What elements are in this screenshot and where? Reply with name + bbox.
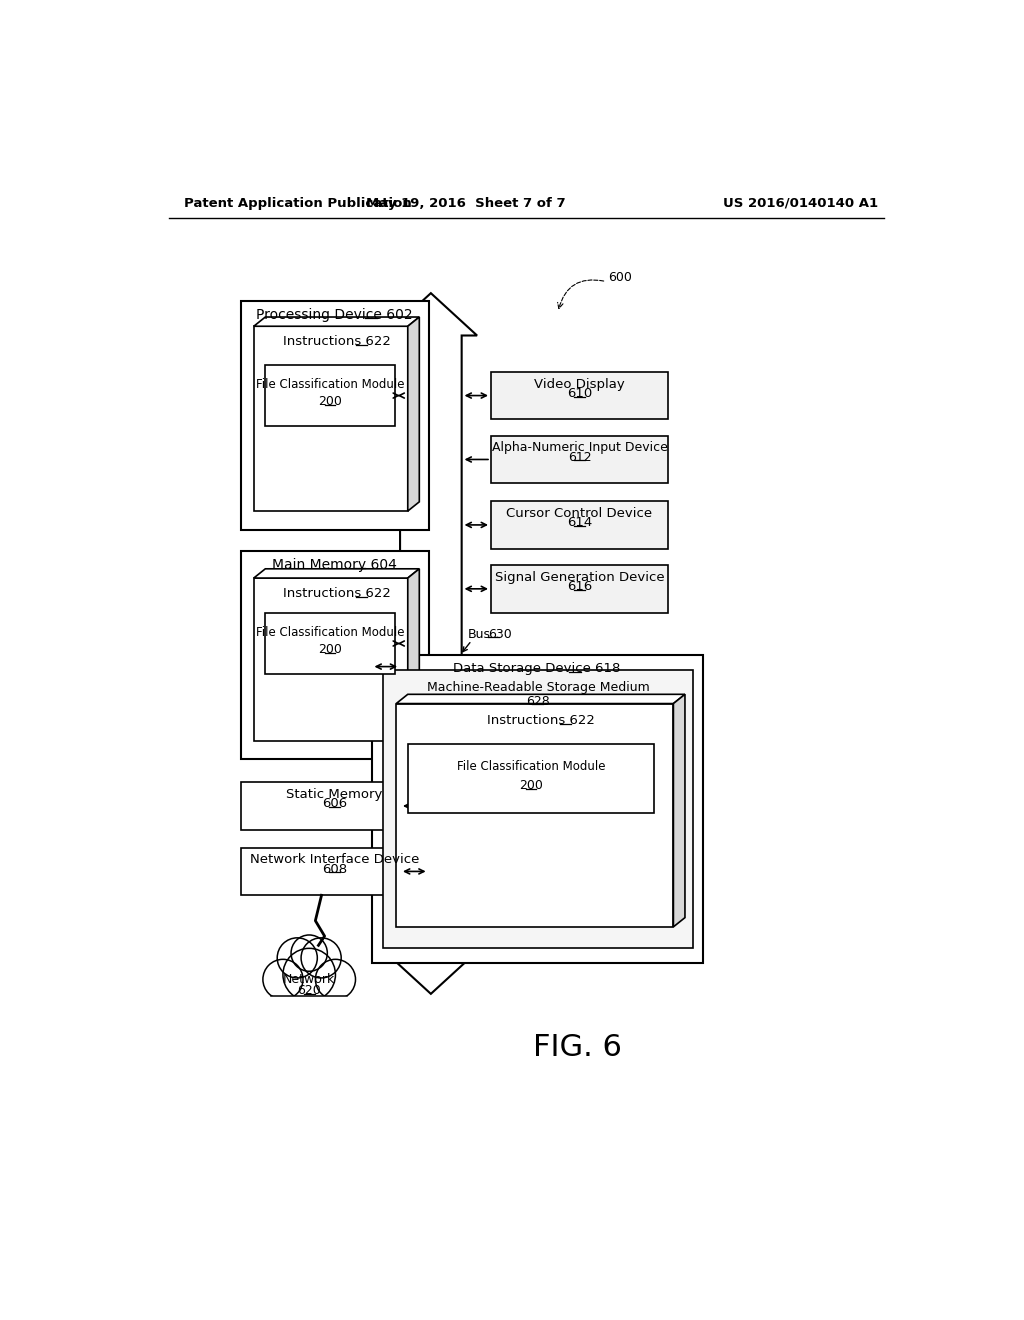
Bar: [241, 781, 429, 830]
Bar: [490, 502, 668, 549]
Bar: [265, 612, 394, 675]
Text: Machine-Readable Storage Medium: Machine-Readable Storage Medium: [427, 681, 649, 694]
Text: May 19, 2016  Sheet 7 of 7: May 19, 2016 Sheet 7 of 7: [366, 197, 565, 210]
Bar: [490, 372, 668, 420]
Bar: [490, 565, 668, 612]
Bar: [383, 671, 692, 948]
Bar: [490, 436, 668, 483]
Circle shape: [283, 948, 336, 1001]
Text: Signal Generation Device: Signal Generation Device: [495, 570, 665, 583]
Text: US 2016/0140140 A1: US 2016/0140140 A1: [723, 197, 878, 210]
Text: Instructions 622: Instructions 622: [486, 714, 595, 727]
Polygon shape: [254, 317, 419, 326]
Text: 616: 616: [567, 579, 592, 593]
Text: 620: 620: [297, 985, 322, 998]
Polygon shape: [385, 293, 477, 994]
Text: 630: 630: [487, 628, 512, 640]
Bar: [254, 326, 408, 511]
Text: 200: 200: [318, 643, 342, 656]
Text: Alpha-Numeric Input Device: Alpha-Numeric Input Device: [492, 441, 668, 454]
Text: Main Memory 604: Main Memory 604: [272, 558, 397, 572]
Circle shape: [301, 937, 341, 978]
Bar: [241, 552, 429, 759]
Text: Network: Network: [283, 973, 335, 986]
Circle shape: [263, 960, 303, 999]
Polygon shape: [408, 569, 419, 742]
Bar: [372, 655, 702, 964]
Text: File Classification Module: File Classification Module: [256, 379, 404, 391]
Text: Network Interface Device: Network Interface Device: [250, 853, 419, 866]
Text: 608: 608: [322, 862, 347, 875]
Text: Processing Device 602: Processing Device 602: [256, 308, 413, 322]
Text: 600: 600: [608, 271, 632, 284]
Polygon shape: [254, 569, 419, 578]
Circle shape: [291, 935, 328, 972]
Text: Bus: Bus: [468, 628, 490, 640]
Polygon shape: [396, 694, 685, 704]
Text: Data Storage Device 618: Data Storage Device 618: [454, 663, 621, 676]
Bar: [254, 578, 408, 742]
Text: Instructions 622: Instructions 622: [283, 587, 390, 601]
Bar: [396, 704, 674, 927]
Text: Static Memory: Static Memory: [287, 788, 383, 801]
Text: Video Display: Video Display: [535, 378, 625, 391]
Bar: [241, 301, 429, 531]
Text: Instructions 622: Instructions 622: [283, 335, 390, 348]
Text: 628: 628: [526, 694, 550, 708]
Text: FIG. 6: FIG. 6: [532, 1034, 622, 1063]
Text: 610: 610: [567, 387, 592, 400]
Text: 614: 614: [567, 516, 592, 529]
Text: 606: 606: [322, 797, 347, 810]
Polygon shape: [408, 317, 419, 511]
Bar: [408, 743, 654, 813]
Circle shape: [315, 960, 355, 999]
Text: Patent Application Publication: Patent Application Publication: [184, 197, 413, 210]
Polygon shape: [674, 694, 685, 927]
Text: 200: 200: [318, 395, 342, 408]
Text: Cursor Control Device: Cursor Control Device: [507, 507, 652, 520]
Bar: [241, 847, 429, 895]
Text: File Classification Module: File Classification Module: [256, 626, 404, 639]
Bar: [257, 997, 361, 1044]
Circle shape: [278, 937, 317, 978]
Text: 612: 612: [567, 450, 591, 463]
Bar: [265, 364, 394, 426]
Text: 200: 200: [519, 779, 543, 792]
Text: File Classification Module: File Classification Module: [457, 760, 605, 774]
